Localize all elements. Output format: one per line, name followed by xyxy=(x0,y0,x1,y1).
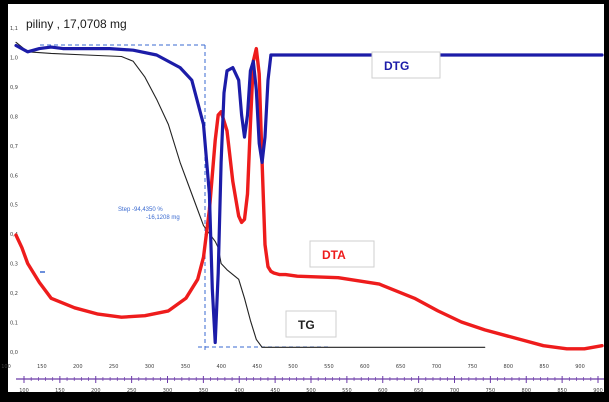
top-scale-label: 850 xyxy=(539,364,549,370)
step-annotation-line1: Step -94,4350 % xyxy=(118,207,163,213)
series-line-tg xyxy=(15,41,486,348)
top-scale-label: 250 xyxy=(109,364,119,370)
top-scale-label: 150 xyxy=(37,364,47,370)
top-scale-label: 800 xyxy=(503,364,513,370)
y-tick-label: 0,2 xyxy=(10,291,18,297)
y-tick-label: 1,0 xyxy=(10,55,18,61)
x-tick-label: 650 xyxy=(414,388,424,394)
y-tick-label: 0,0 xyxy=(10,350,18,356)
x-tick-label: 250 xyxy=(127,388,137,394)
top-scale-label: 350 xyxy=(181,364,191,370)
series-label-tg: TG xyxy=(298,318,315,332)
x-tick-label: 350 xyxy=(199,388,209,394)
x-tick-label: 150 xyxy=(55,388,65,394)
label-box-dta-frame xyxy=(309,240,375,268)
top-scale-label: 650 xyxy=(396,364,406,370)
top-scale-label: 400 xyxy=(216,364,226,370)
x-tick-label: 700 xyxy=(450,388,460,394)
x-tick-label: 450 xyxy=(270,388,280,394)
x-tick-label: 100 xyxy=(19,388,29,394)
top-scale-label: 700 xyxy=(432,364,442,370)
top-scale-label: 200 xyxy=(73,364,83,370)
label-box-dtg: DTG xyxy=(371,51,441,79)
top-scale-label: 600 xyxy=(360,364,370,370)
y-tick-label: 0,6 xyxy=(10,173,18,179)
x-tick-label: 850 xyxy=(557,388,567,394)
y-tick-label: 0,4 xyxy=(10,232,18,238)
label-box-tg: TG xyxy=(285,310,337,338)
y-tick-label: 0,1 xyxy=(10,321,18,327)
top-scale-label: 300 xyxy=(145,364,155,370)
top-scale-label: 900 xyxy=(575,364,585,370)
top-scale-label: 750 xyxy=(468,364,478,370)
top-scale-label: 500 xyxy=(288,364,298,370)
y-tick-label: 0,7 xyxy=(10,144,18,150)
y-tick-label: 0,5 xyxy=(10,203,18,209)
x-tick-label: 600 xyxy=(378,388,388,394)
label-box-dtg-frame xyxy=(371,51,441,79)
x-tick-label: 200 xyxy=(91,388,101,394)
x-tick-label: 400 xyxy=(234,388,244,394)
series-label-dta: DTA xyxy=(322,248,346,262)
series-label-dtg: DTG xyxy=(384,59,409,73)
top-scale-label: 450 xyxy=(252,364,262,370)
x-tick-label: 900 xyxy=(593,388,603,394)
x-tick-label: 550 xyxy=(342,388,352,394)
y-tick-label: 1,1 xyxy=(10,26,18,32)
series-layer xyxy=(14,41,604,351)
step-annotation-line2: -16,1208 mg xyxy=(146,215,180,221)
sample-label: piliny , 17,0708 mg xyxy=(26,17,127,31)
x-tick-label: 750 xyxy=(486,388,496,394)
label-box-dta: DTA xyxy=(309,240,375,268)
x-tick-label: 500 xyxy=(306,388,316,394)
top-scale-label: 100 xyxy=(1,364,11,370)
series-line-dtg xyxy=(14,43,604,345)
y-tick-label: 0,3 xyxy=(10,262,18,268)
series-line-dta xyxy=(14,46,604,351)
label-box-tg-frame xyxy=(285,310,337,338)
top-scale-label: 550 xyxy=(324,364,334,370)
x-tick-label: 300 xyxy=(163,388,173,394)
y-tick-label: 0,9 xyxy=(10,85,18,91)
x-tick-label: 800 xyxy=(521,388,531,394)
y-tick-label: 0,8 xyxy=(10,114,18,120)
